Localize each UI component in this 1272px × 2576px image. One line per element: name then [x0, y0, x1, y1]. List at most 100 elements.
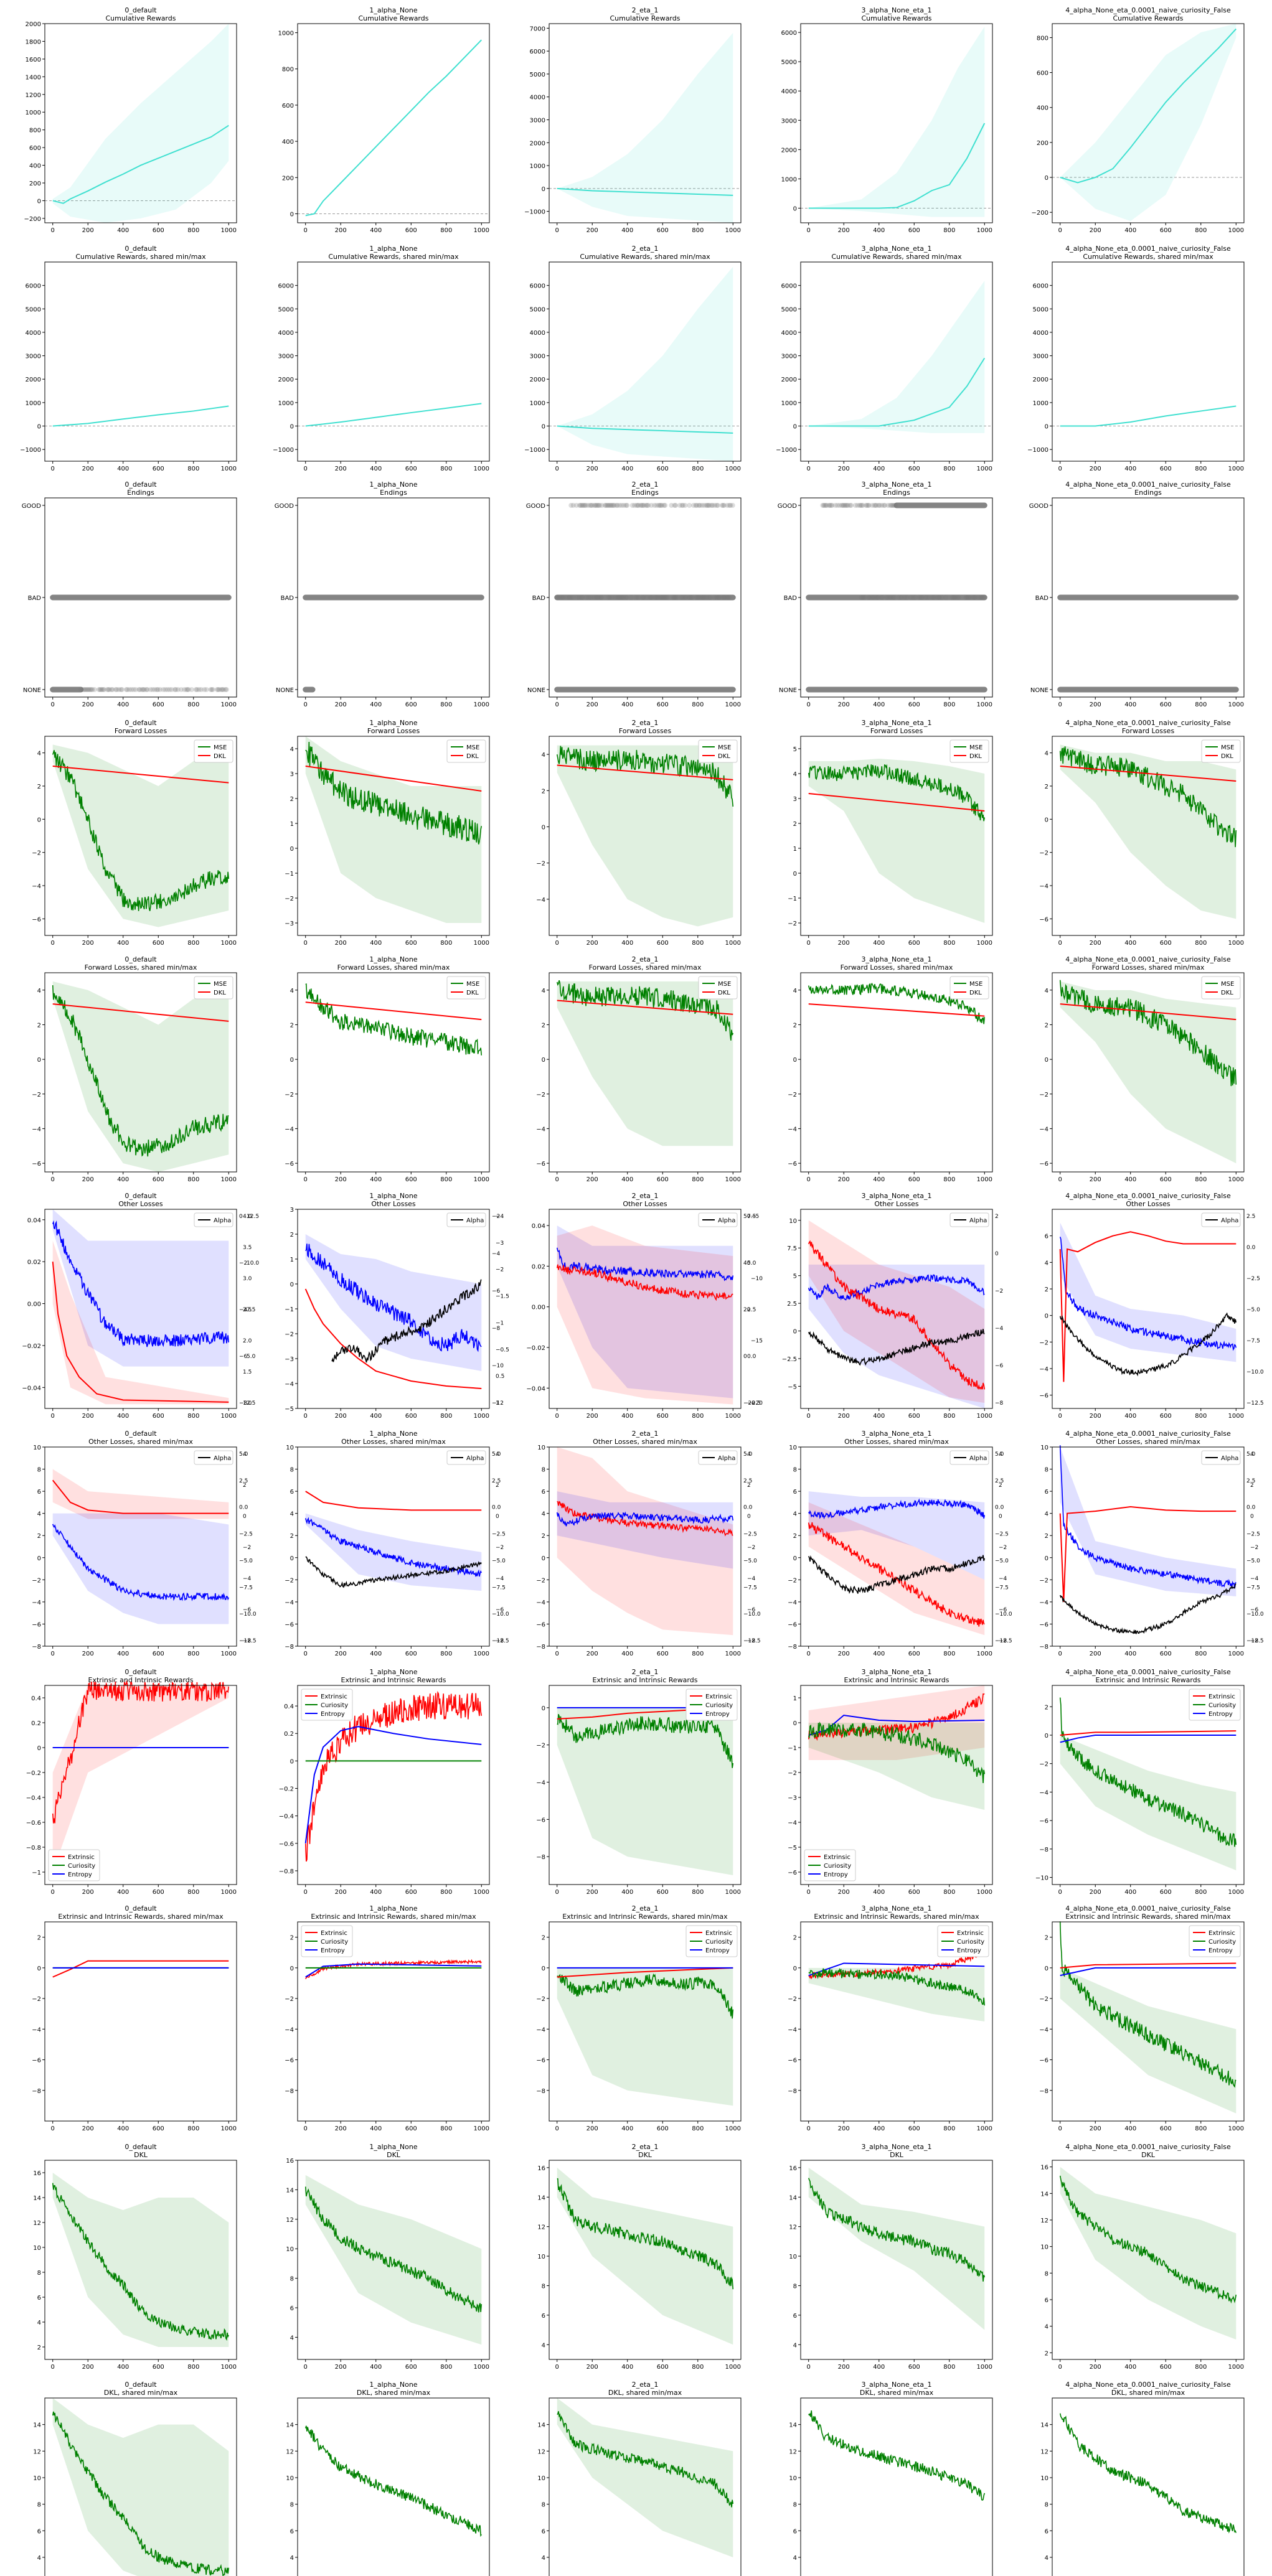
- y-tick-label: 2000: [530, 140, 545, 147]
- ending-marker: [189, 687, 194, 692]
- ending-marker: [604, 503, 610, 508]
- series-cum-line: [557, 425, 733, 434]
- legend-box: [48, 1849, 100, 1881]
- x-tick-label: 200: [82, 1889, 94, 1896]
- ending-marker: [719, 503, 725, 508]
- axes-frame: [44, 2397, 237, 2576]
- y-tick-label: 3000: [26, 354, 41, 360]
- legend-label: MSE: [214, 981, 227, 988]
- ending-marker: [844, 503, 850, 508]
- y-tick-label: 4: [1045, 988, 1048, 995]
- ending-marker: [78, 687, 83, 692]
- ending-marker: [587, 503, 593, 508]
- y-tick-label: −2: [788, 920, 797, 927]
- ending-marker: [892, 503, 897, 508]
- panel-3-4: 4_alpha_None_eta_0.0001_naive_curiosity_…: [1039, 719, 1245, 947]
- series-curiosity-line: [808, 1967, 986, 2006]
- right-axis-tick-label: 3.5: [243, 1245, 252, 1251]
- x-tick-label: 800: [943, 1651, 955, 1657]
- plot-area: [304, 2175, 483, 2345]
- series-entropy-line: [1060, 1735, 1237, 1743]
- y-tick-label: 2: [1045, 784, 1048, 790]
- right-axis-tick-label: 0.0: [995, 1505, 1004, 1511]
- ending-marker: [92, 687, 97, 692]
- right-axis-tick-label: −2: [747, 1545, 755, 1551]
- y-tick-label: 16: [1040, 2165, 1048, 2171]
- ending-marker: [144, 687, 149, 692]
- x-tick-label: 600: [657, 1413, 669, 1420]
- panel-title-run: 1_alpha_None: [369, 245, 417, 253]
- x-tick-label: 800: [692, 2364, 704, 2371]
- y-tick-label: 1600: [26, 57, 41, 63]
- x-tick-label: 0: [51, 940, 55, 947]
- y-tick-label: −1: [285, 871, 294, 878]
- y-tick-label: −4: [285, 1381, 294, 1388]
- y-tick-label: NONE: [1030, 687, 1048, 694]
- ending-marker: [689, 595, 694, 600]
- x-tick-label: 400: [873, 701, 885, 708]
- y-tick-label: −3: [285, 920, 294, 927]
- x-tick-label: 600: [1160, 1889, 1172, 1896]
- ending-marker: [939, 595, 945, 600]
- x-tick-label: 600: [153, 2125, 164, 2132]
- y-tick-label: 5000: [26, 306, 41, 313]
- plot-area: [808, 1491, 986, 1636]
- x-tick-label: 0: [807, 2364, 811, 2371]
- x-tick-label: 400: [621, 1176, 633, 1183]
- series-curiosity-line: [1059, 1921, 1237, 2088]
- legend-box: [301, 1925, 353, 1957]
- y-tick-label: −4: [536, 1599, 545, 1606]
- ending-marker: [707, 503, 712, 508]
- y-tick-label: −4: [788, 2026, 797, 2033]
- x-tick-label: 200: [587, 1176, 598, 1183]
- y-tick-label: 6: [1045, 1489, 1048, 1496]
- y-tick-label: 1000: [26, 110, 41, 116]
- ending-marker: [671, 595, 677, 600]
- y-tick-label: 1000: [781, 400, 797, 407]
- ending-marker: [554, 595, 560, 600]
- legend-box: [1189, 1925, 1241, 1957]
- panel-title-metric: Other Losses: [874, 1200, 919, 1208]
- series-entropy-range-band: [557, 1491, 733, 1569]
- ending-marker: [611, 503, 616, 508]
- ending-marker: [978, 595, 984, 600]
- ending-marker: [880, 595, 885, 600]
- ending-marker: [910, 595, 916, 600]
- y-tick-label: −6: [536, 1161, 545, 1168]
- x-tick-label: 600: [1160, 1176, 1172, 1183]
- y-tick-label: 6: [290, 1489, 294, 1496]
- y-tick-label: 0: [37, 198, 41, 205]
- series-extrinsic-range-band: [52, 1685, 229, 1872]
- ending-marker: [872, 503, 877, 508]
- y-tick-label: −1000: [273, 447, 294, 454]
- series-entropy-range-band: [808, 1491, 985, 1580]
- y-tick-label: 10: [789, 2475, 797, 2482]
- x-tick-label: 0: [807, 1651, 811, 1657]
- series-dkl-line: [557, 764, 733, 780]
- legend-label: Entropy: [68, 1871, 92, 1878]
- series-entropy-range-band: [808, 1264, 985, 1408]
- y-tick-label: 0: [290, 1555, 294, 1562]
- right-axis-tick-label: −7.5: [1246, 1338, 1260, 1344]
- right-axis-tick-label: 0.0: [1246, 1245, 1256, 1251]
- axes-frame: [297, 1685, 490, 1885]
- ending-marker: [722, 503, 727, 508]
- series-cum-line: [808, 357, 986, 427]
- x-tick-label: 400: [370, 2364, 382, 2371]
- y-tick-label: 14: [789, 2194, 797, 2201]
- y-tick-label: BAD: [532, 595, 546, 602]
- plot-area: [1059, 744, 1237, 919]
- y-tick-label: −200: [1032, 210, 1048, 217]
- x-tick-label: 0: [555, 940, 559, 947]
- y-tick-label: 1000: [278, 400, 294, 407]
- ending-marker: [709, 503, 714, 508]
- ending-marker: [652, 503, 657, 508]
- ending-marker: [867, 595, 873, 600]
- ending-marker: [140, 687, 146, 692]
- right-axis-tick-label: 2.5: [1246, 1214, 1255, 1220]
